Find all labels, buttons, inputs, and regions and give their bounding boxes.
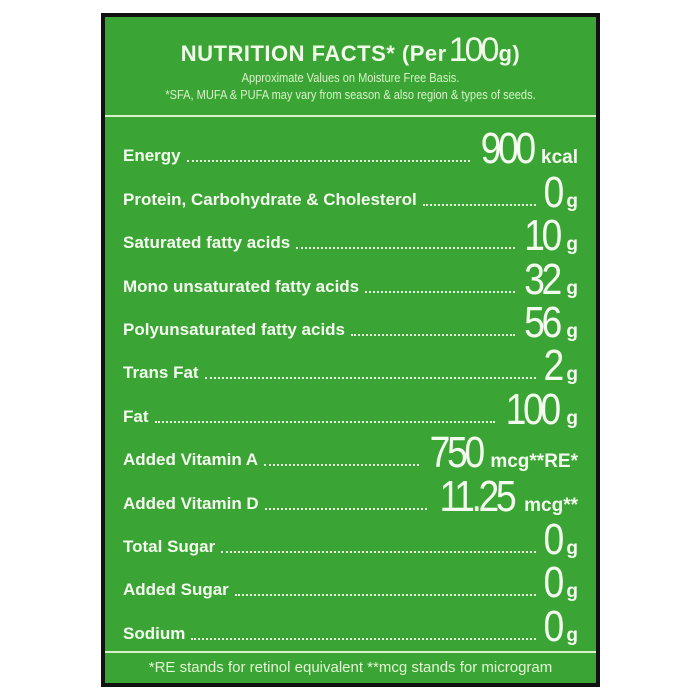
value-number: 900 — [480, 124, 536, 174]
nutrient-label: Fat — [123, 406, 149, 426]
title-amount: 100 — [448, 31, 500, 69]
title-prefix: NUTRITION FACTS* (Per — [180, 41, 447, 66]
nutrient-label: Mono unsaturated fatty acids — [123, 276, 360, 296]
nutrient-label: Protein, Carbohydrate & Cholesterol — [123, 189, 417, 209]
value-unit: g — [566, 277, 578, 299]
nutrient-label: Polyunsaturated fatty acids — [123, 319, 346, 339]
value-number: 10 — [524, 211, 563, 261]
value-number: 0 — [543, 514, 564, 564]
dot-leader — [296, 247, 516, 250]
panel-title: NUTRITION FACTS* (Per100g) — [105, 33, 596, 69]
nutrient-row: Saturated fatty acids 10 g — [123, 211, 578, 261]
nutrient-value: 10 g — [521, 211, 578, 261]
nutrient-row: Energy 900 kcal — [123, 124, 578, 174]
footer-divider — [105, 651, 596, 653]
nutrient-label: Trans Fat — [123, 363, 199, 383]
nutrient-row: Fat 100 g — [123, 384, 578, 434]
subtitle: Approximate Values on Moisture Free Basi… — [241, 70, 460, 85]
value-unit: g — [566, 320, 578, 342]
dot-leader — [351, 333, 516, 336]
value-number: 0 — [543, 558, 564, 608]
value-number: 11.25 — [439, 471, 517, 521]
dot-leader — [365, 290, 516, 293]
value-number: 100 — [505, 384, 562, 434]
value-number: 56 — [524, 297, 563, 347]
nutrient-row: Trans Fat 2 g — [123, 341, 578, 391]
value-unit: mcg**RE* — [490, 451, 578, 473]
value-unit: g — [566, 624, 578, 646]
nutrient-row: Polyunsaturated fatty acids 56 g — [123, 297, 578, 347]
dot-leader — [191, 637, 536, 640]
nutrient-value: 750 mcg**RE* — [425, 428, 578, 478]
nutrient-label: Total Sugar — [123, 536, 216, 556]
nutrient-label: Sodium — [123, 623, 186, 643]
nutrient-label: Added Vitamin A — [123, 450, 259, 470]
dot-leader — [186, 160, 470, 163]
nutrient-row: Mono unsaturated fatty acids 32 g — [123, 254, 578, 304]
value-unit: mcg** — [524, 494, 578, 516]
nutrient-value: 32 g — [521, 254, 578, 304]
nutrient-row: Added Sugar 0 g — [123, 558, 578, 608]
nutrition-facts-panel: NUTRITION FACTS* (Per100g) Approximate V… — [101, 13, 600, 687]
nutrient-row: Added Vitamin A 750 mcg**RE* — [123, 428, 578, 478]
dot-leader — [422, 203, 536, 206]
header-divider — [105, 115, 596, 117]
nutrient-row: Sodium 0 g — [123, 601, 578, 651]
nutrient-value: 100 g — [501, 384, 578, 434]
dot-leader — [221, 550, 536, 553]
nutrient-value: 900 kcal — [476, 124, 578, 174]
dot-leader — [264, 507, 428, 510]
value-unit: g — [566, 364, 578, 386]
nutrient-row: Total Sugar 0 g — [123, 514, 578, 564]
nutrient-label: Added Vitamin D — [123, 493, 259, 513]
nutrient-label: Energy — [123, 146, 181, 166]
footnote: *RE stands for retinol equivalent **mcg … — [148, 659, 553, 676]
value-number: 0 — [543, 167, 564, 217]
nutrient-row: Added Vitamin D 11.25 mcg** — [123, 471, 578, 521]
value-number: 750 — [429, 428, 486, 478]
nutrient-list: Energy 900 kcal Protein, Carbohydrate & Cho… — [123, 124, 578, 651]
value-number: 0 — [543, 601, 564, 651]
value-unit: g — [566, 581, 578, 603]
value-unit: g — [566, 407, 578, 429]
nutrient-row: Protein, Carbohydrate & Cholesterol 0 g — [123, 167, 578, 217]
value-unit: g — [566, 537, 578, 559]
dot-leader — [204, 377, 536, 380]
nutrient-label: Saturated fatty acids — [123, 233, 291, 253]
dot-leader — [154, 420, 495, 423]
value-unit: g — [566, 190, 578, 212]
nutrition-header: NUTRITION FACTS* (Per100g) Approximate V… — [105, 17, 596, 115]
value-unit: g — [566, 234, 578, 256]
value-unit: kcal — [541, 147, 578, 169]
seed-note: *SFA, MUFA & PUFA may vary from season &… — [165, 87, 536, 102]
title-suffix: g) — [498, 41, 521, 66]
dot-leader — [234, 594, 536, 597]
dot-leader — [264, 464, 419, 467]
value-number: 32 — [524, 254, 563, 304]
nutrient-label: Added Sugar — [123, 580, 229, 600]
nutrient-value: 56 g — [521, 297, 578, 347]
nutrient-value: 11.25 mcg** — [433, 471, 578, 521]
value-number: 2 — [543, 341, 564, 391]
